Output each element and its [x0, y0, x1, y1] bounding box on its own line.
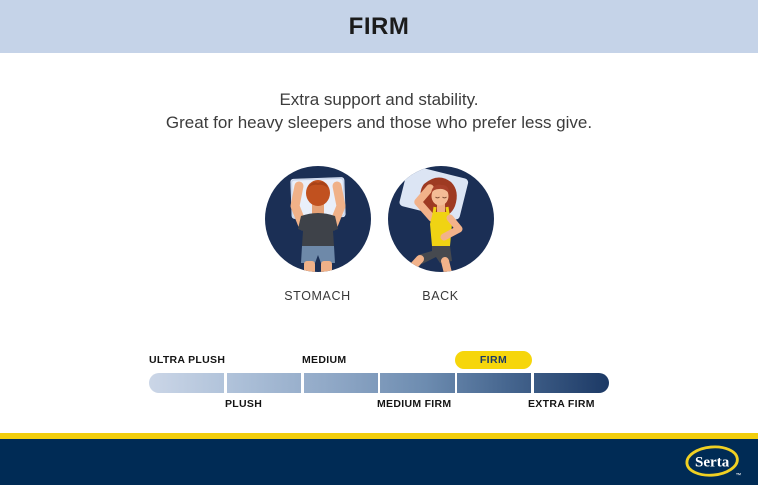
- description: Extra support and stability. Great for h…: [0, 88, 758, 134]
- scale-labels-top: ULTRA PLUSH MEDIUM FIRM: [149, 351, 609, 369]
- closed-eye-right: [441, 196, 447, 199]
- arm-on-belly: [440, 214, 462, 241]
- back-position-figure: BACK: [387, 166, 494, 303]
- face: [431, 186, 448, 206]
- back-sleeper-illustration: [387, 166, 494, 272]
- sleep-positions: STOMACH: [0, 166, 758, 303]
- tank-straps: [432, 206, 449, 215]
- page-title: FIRM: [348, 12, 410, 40]
- description-line-1: Extra support and stability.: [279, 90, 479, 109]
- hair: [305, 180, 330, 206]
- shirt: [297, 213, 338, 246]
- scale-divider: [531, 373, 534, 393]
- stomach-sleeper-illustration: [264, 166, 371, 272]
- header: FIRM: [0, 0, 758, 53]
- stomach-position-figure: STOMACH: [264, 166, 371, 303]
- neck: [436, 203, 445, 213]
- footer-accent-stripe: [0, 433, 758, 439]
- selected-firmness-badge: FIRM: [455, 351, 532, 369]
- left-leg: [303, 261, 315, 272]
- scale-labels-bottom: PLUSH MEDIUM FIRM EXTRA FIRM: [149, 397, 609, 411]
- firmness-scale-bar: [149, 373, 609, 393]
- scale-divider: [224, 373, 227, 393]
- scale-label-plush: PLUSH: [225, 398, 263, 410]
- scale-label-medium-firm: MEDIUM FIRM: [377, 398, 452, 410]
- straight-leg: [440, 257, 452, 272]
- logo-swoosh: [685, 445, 739, 477]
- footer: Serta ™: [0, 439, 758, 485]
- scale-label-ultra-plush: ULTRA PLUSH: [149, 354, 226, 366]
- closed-eye-left: [434, 196, 440, 199]
- firmness-scale: ULTRA PLUSH MEDIUM FIRM PLUSH MEDIUM FIR…: [149, 351, 609, 411]
- scale-label-medium: MEDIUM: [302, 354, 347, 366]
- stomach-label: STOMACH: [284, 289, 351, 303]
- brand-name: Serta: [695, 455, 730, 471]
- scale-divider: [301, 373, 304, 393]
- scale-divider: [454, 373, 457, 393]
- serta-logo: Serta ™: [685, 445, 742, 479]
- shorts: [300, 246, 335, 263]
- fringe: [430, 184, 449, 193]
- trademark-symbol: ™: [736, 473, 742, 479]
- scale-divider: [377, 373, 381, 393]
- description-line-2: Great for heavy sleepers and those who p…: [165, 113, 593, 132]
- right-leg: [320, 261, 332, 272]
- scale-label-extra-firm: EXTRA FIRM: [528, 398, 595, 410]
- raised-arm: [413, 184, 436, 222]
- back-label: BACK: [422, 289, 459, 303]
